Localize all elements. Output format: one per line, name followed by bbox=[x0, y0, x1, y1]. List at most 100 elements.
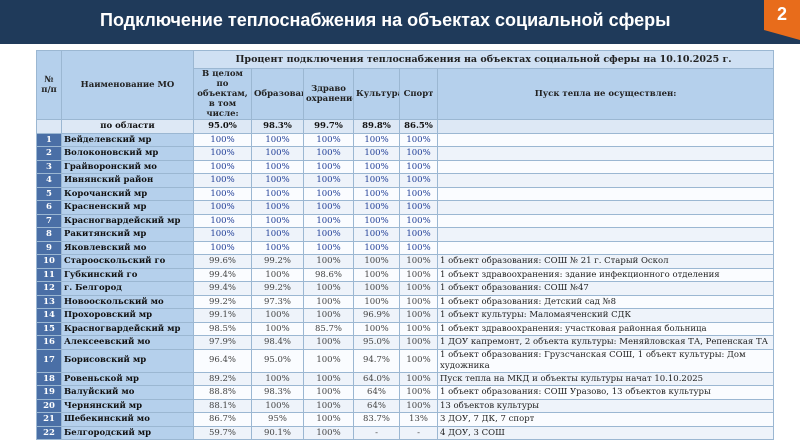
row-note: 13 объектов культуры bbox=[436, 398, 775, 413]
row-sport: 100% bbox=[399, 240, 438, 255]
row-sport: 100% bbox=[399, 335, 438, 350]
row-note bbox=[436, 132, 775, 147]
row-culture: - bbox=[353, 425, 400, 440]
row-num: 18 bbox=[36, 371, 62, 386]
row-sport: 13% bbox=[399, 412, 438, 427]
page-number-badge: 2 bbox=[764, 0, 800, 30]
row-sport: 100% bbox=[399, 308, 438, 323]
table-row: 20 Чернянский мр 88.1% 100% 100% 64% 100% 13 об… bbox=[36, 398, 775, 413]
row-note: 3 ДОУ, 7 ДК, 7 спорт bbox=[436, 412, 775, 427]
row-culture: 64% bbox=[353, 398, 400, 413]
row-sport: 100% bbox=[399, 159, 438, 174]
row-name: Борисовский мр bbox=[61, 348, 194, 373]
row-total: 89.2% bbox=[193, 371, 252, 386]
row-note bbox=[436, 186, 775, 201]
row-num: 19 bbox=[36, 385, 62, 400]
col-header-culture: Культура bbox=[353, 68, 400, 120]
row-num: 6 bbox=[36, 200, 62, 215]
col-header-num: № п/п bbox=[36, 50, 62, 120]
row-education: 100% bbox=[251, 227, 304, 242]
row-health: 100% bbox=[303, 200, 354, 215]
row-total: 99.6% bbox=[193, 254, 252, 269]
row-education: 100% bbox=[251, 371, 304, 386]
row-total: 99.4% bbox=[193, 281, 252, 296]
table-row: 11 Губкинский го 99.4% 100% 98.6% 100% 100% 1 о… bbox=[36, 267, 775, 282]
row-name: Красненский мр bbox=[61, 200, 194, 215]
table-row: 16 Алексеевский мо 97.9% 98.4% 100% 95.0% 100%… bbox=[36, 335, 775, 350]
table-row: 10 Старооскольский го 99.6% 99.2% 100% 100% 10… bbox=[36, 254, 775, 269]
row-num: 17 bbox=[36, 348, 62, 373]
summary-name: по области bbox=[61, 119, 194, 134]
row-note: 1 объект здравоохранения: участковая рай… bbox=[436, 321, 775, 336]
header-bar: Подключение теплоснабжения на объектах с… bbox=[0, 0, 800, 44]
percent-header: Процент подключения теплоснабжения на об… bbox=[192, 50, 775, 69]
row-education: 100% bbox=[251, 398, 304, 413]
row-note: 4 ДОУ, 3 СОШ bbox=[436, 425, 775, 440]
row-health: 100% bbox=[303, 186, 354, 201]
row-num: 16 bbox=[36, 335, 62, 350]
row-culture: 100% bbox=[353, 200, 400, 215]
row-num: 12 bbox=[36, 281, 62, 296]
row-sport: 100% bbox=[399, 294, 438, 309]
row-name: Волоконовский мр bbox=[61, 146, 194, 161]
row-health: 100% bbox=[303, 146, 354, 161]
row-health: 100% bbox=[303, 398, 354, 413]
row-total: 100% bbox=[193, 159, 252, 174]
row-total: 99.1% bbox=[193, 308, 252, 323]
row-health: 100% bbox=[303, 335, 354, 350]
row-note bbox=[436, 227, 775, 242]
row-name: Новооскольский мо bbox=[61, 294, 194, 309]
table-row: 17 Борисовский мр 96.4% 95.0% 100% 94.7% 100% 1… bbox=[36, 348, 775, 373]
row-health: 85.7% bbox=[303, 321, 354, 336]
row-sport: 100% bbox=[399, 254, 438, 269]
row-sport: 100% bbox=[399, 200, 438, 215]
heating-table: № п/п Наименование МО Процент подключени… bbox=[36, 50, 775, 440]
row-note: 1 объект образования: СОШ № 21 г. Старый… bbox=[436, 254, 775, 269]
row-total: 100% bbox=[193, 146, 252, 161]
table-row: 4 Ивнянский район 100% 100% 100% 100% 100% bbox=[36, 173, 775, 188]
row-name: Прохоровский мр bbox=[61, 308, 194, 323]
row-total: 88.8% bbox=[193, 385, 252, 400]
row-education: 100% bbox=[251, 308, 304, 323]
row-num: 9 bbox=[36, 240, 62, 255]
row-num: 20 bbox=[36, 398, 62, 413]
table-row: 19 Валуйский мо 88.8% 98.3% 100% 64% 100% 1 объ… bbox=[36, 385, 775, 400]
row-num: 5 bbox=[36, 186, 62, 201]
row-num: 4 bbox=[36, 173, 62, 188]
row-num: 1 bbox=[36, 132, 62, 147]
row-culture: 96.9% bbox=[353, 308, 400, 323]
row-sport: 100% bbox=[399, 186, 438, 201]
row-culture: 100% bbox=[353, 240, 400, 255]
row-culture: 94.7% bbox=[353, 348, 400, 373]
row-education: 100% bbox=[251, 240, 304, 255]
row-note bbox=[436, 159, 775, 174]
row-note: 1 объект образования: СОШ Уразово, 13 об… bbox=[436, 385, 775, 400]
row-health: 100% bbox=[303, 425, 354, 440]
page-title: Подключение теплоснабжения на объектах с… bbox=[100, 10, 671, 30]
row-education: 100% bbox=[251, 200, 304, 215]
row-note: 1 объект здравоохранения: здание инфекци… bbox=[436, 267, 775, 282]
row-education: 100% bbox=[251, 321, 304, 336]
table-row: 9 Яковлевский мо 100% 100% 100% 100% 100% bbox=[36, 240, 775, 255]
row-sport: 100% bbox=[399, 385, 438, 400]
row-education: 99.2% bbox=[251, 254, 304, 269]
row-total: 100% bbox=[193, 240, 252, 255]
row-num: 13 bbox=[36, 294, 62, 309]
row-sport: 100% bbox=[399, 132, 438, 147]
row-name: Старооскольский го bbox=[61, 254, 194, 269]
summary-sport: 86.5% bbox=[399, 119, 438, 134]
row-education: 99.2% bbox=[251, 281, 304, 296]
row-total: 59.7% bbox=[193, 425, 252, 440]
row-total: 99.4% bbox=[193, 267, 252, 282]
row-num: 10 bbox=[36, 254, 62, 269]
row-name: Красногвардейский мр bbox=[61, 321, 194, 336]
row-total: 88.1% bbox=[193, 398, 252, 413]
row-education: 100% bbox=[251, 146, 304, 161]
table-row: 6 Красненский мр 100% 100% 100% 100% 100% bbox=[36, 200, 775, 215]
row-education: 95.0% bbox=[251, 348, 304, 373]
row-culture: 100% bbox=[353, 321, 400, 336]
row-sport: 100% bbox=[399, 173, 438, 188]
row-health: 100% bbox=[303, 159, 354, 174]
row-culture: 100% bbox=[353, 213, 400, 228]
row-education: 90.1% bbox=[251, 425, 304, 440]
